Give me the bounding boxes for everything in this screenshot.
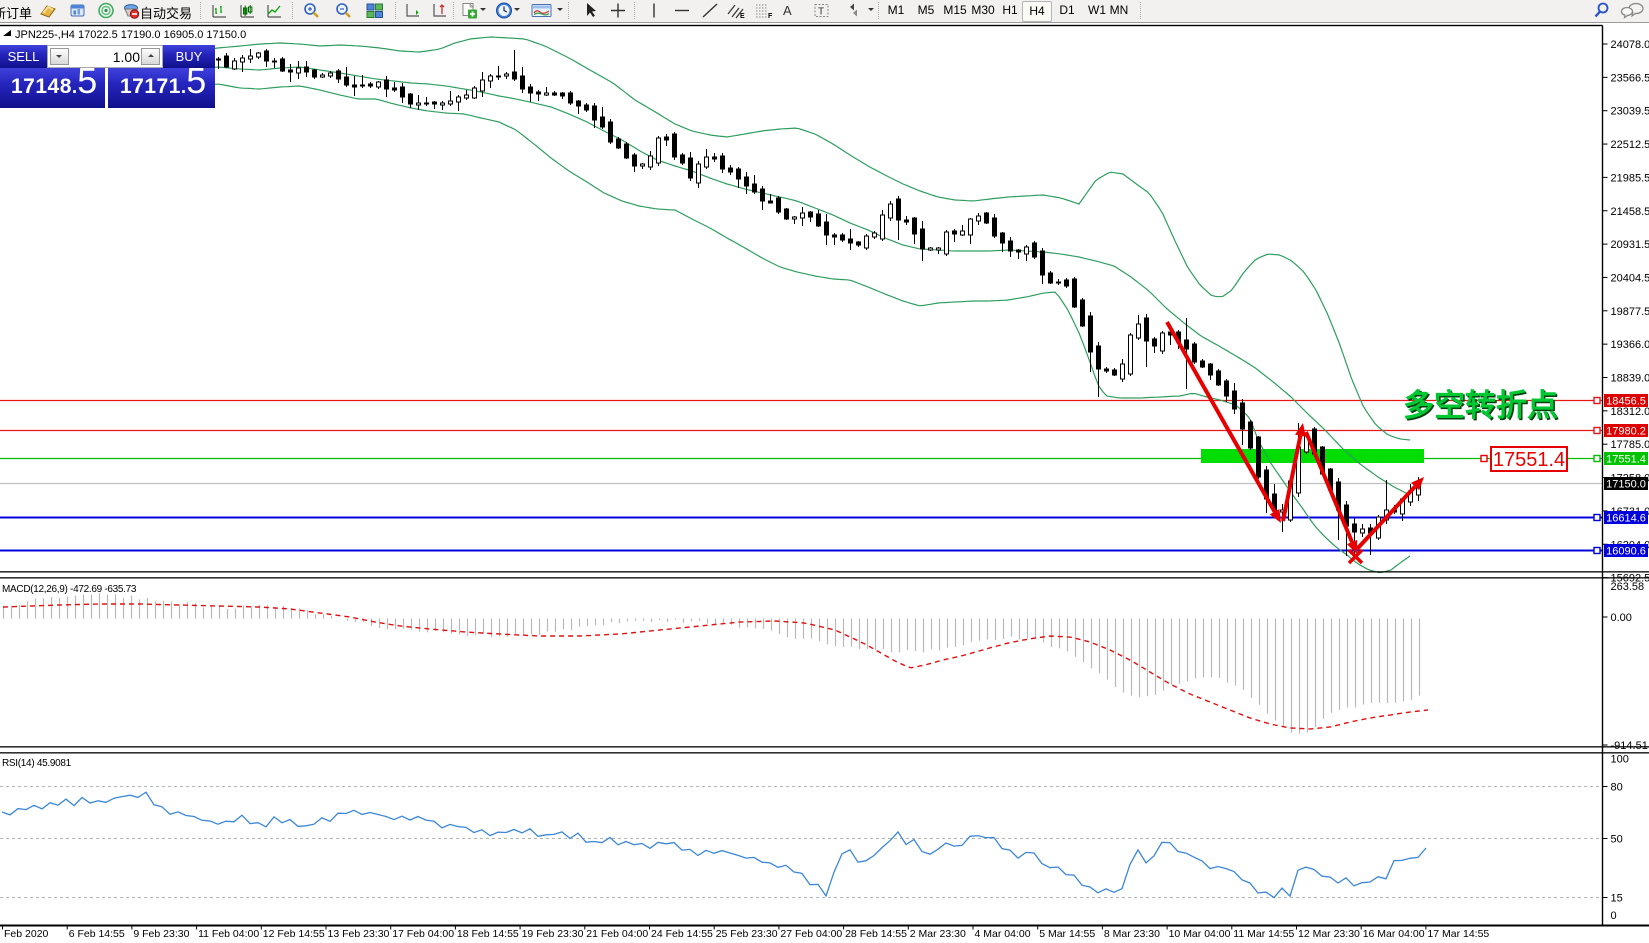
svg-text:10 Mar 04:00: 10 Mar 04:00 [1169, 928, 1231, 940]
svg-text:0.00: 0.00 [1611, 612, 1632, 624]
svg-text:13 Feb 23:30: 13 Feb 23:30 [328, 928, 390, 940]
svg-text:263.58: 263.58 [1611, 581, 1645, 593]
svg-text:12 Mar 23:30: 12 Mar 23:30 [1298, 928, 1360, 940]
svg-text:4 Mar 04:00: 4 Mar 04:00 [975, 928, 1031, 940]
svg-text:16090.6: 16090.6 [1606, 546, 1646, 558]
svg-text:20931.5: 20931.5 [1611, 239, 1649, 251]
svg-text:12 Feb 14:55: 12 Feb 14:55 [263, 928, 325, 940]
svg-text:21458.5: 21458.5 [1611, 206, 1649, 218]
svg-text:16614.6: 16614.6 [1606, 513, 1646, 525]
svg-text:20404.5: 20404.5 [1611, 272, 1649, 284]
svg-text:80: 80 [1611, 782, 1623, 794]
svg-text:17 Mar 14:55: 17 Mar 14:55 [1427, 928, 1489, 940]
svg-text:18312.0: 18312.0 [1611, 406, 1649, 418]
svg-text:E: E [740, 13, 745, 20]
svg-text:17785.0: 17785.0 [1611, 439, 1649, 451]
svg-text:50: 50 [1611, 834, 1623, 846]
svg-text:18839.0: 18839.0 [1611, 373, 1649, 385]
svg-text:27 Feb 04:00: 27 Feb 04:00 [780, 928, 842, 940]
svg-text:19877.5: 19877.5 [1611, 306, 1649, 318]
svg-text:T: T [818, 7, 824, 18]
svg-text:17551.4: 17551.4 [1493, 449, 1565, 471]
svg-text:17 Feb 04:00: 17 Feb 04:00 [392, 928, 454, 940]
svg-text:2 Mar 23:30: 2 Mar 23:30 [910, 928, 966, 940]
svg-text:23039.5: 23039.5 [1611, 106, 1649, 118]
svg-text:MACD(12,26,9) -472.69 -635.73: MACD(12,26,9) -472.69 -635.73 [2, 584, 137, 595]
svg-text:18 Feb 14:55: 18 Feb 14:55 [457, 928, 519, 940]
svg-text:0: 0 [1611, 910, 1617, 922]
svg-text:11 Mar 14:55: 11 Mar 14:55 [1233, 928, 1294, 940]
svg-text:24078.0: 24078.0 [1611, 39, 1649, 51]
svg-text:RSI(14) 45.9081: RSI(14) 45.9081 [2, 758, 72, 769]
svg-text:21985.5: 21985.5 [1611, 172, 1649, 184]
svg-text:19 Feb 23:30: 19 Feb 23:30 [522, 928, 584, 940]
svg-text:15692.5: 15692.5 [1611, 573, 1649, 585]
svg-text:9 Feb 23:30: 9 Feb 23:30 [133, 928, 189, 940]
svg-text:23566.5: 23566.5 [1611, 72, 1649, 84]
svg-text:Feb 2020: Feb 2020 [4, 928, 49, 940]
svg-text:多空转折点: 多空转折点 [1403, 388, 1558, 423]
svg-text:24 Feb 14:55: 24 Feb 14:55 [651, 928, 713, 940]
svg-text:16 Mar 04:00: 16 Mar 04:00 [1363, 928, 1425, 940]
svg-text:15: 15 [1611, 893, 1623, 905]
svg-text:JPN225-,H4 17022.5 17190.0 16: JPN225-,H4 17022.5 17190.0 16905.0 17150… [15, 29, 246, 41]
svg-text:5 Mar 14:55: 5 Mar 14:55 [1039, 928, 1095, 940]
svg-text:22512.5: 22512.5 [1611, 139, 1649, 151]
svg-text:19366.0: 19366.0 [1611, 339, 1649, 351]
svg-text:11 Feb 04:00: 11 Feb 04:00 [198, 928, 259, 940]
svg-text:F: F [768, 13, 773, 20]
svg-text:18456.5: 18456.5 [1606, 396, 1646, 408]
svg-text:17150.0: 17150.0 [1606, 479, 1646, 491]
svg-text:17980.2: 17980.2 [1606, 426, 1646, 438]
svg-text:25 Feb 23:30: 25 Feb 23:30 [716, 928, 778, 940]
svg-text:21 Feb 04:00: 21 Feb 04:00 [586, 928, 648, 940]
svg-text:6 Feb 14:55: 6 Feb 14:55 [69, 928, 125, 940]
svg-text:-914.51: -914.51 [1611, 740, 1648, 752]
svg-text:8 Mar 23:30: 8 Mar 23:30 [1104, 928, 1160, 940]
svg-text:100: 100 [1611, 754, 1629, 766]
svg-text:17551.4: 17551.4 [1606, 454, 1646, 466]
svg-text:28 Feb 14:55: 28 Feb 14:55 [845, 928, 907, 940]
